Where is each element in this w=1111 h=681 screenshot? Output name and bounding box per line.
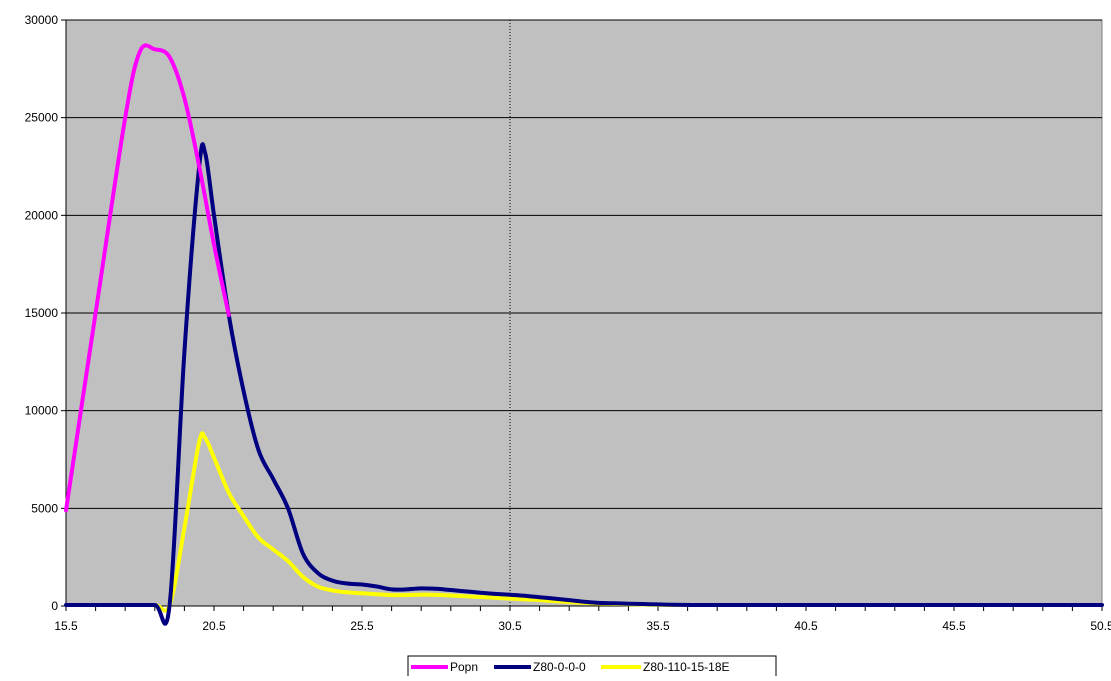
series-line-z80-0-0-0 <box>64 142 1104 626</box>
y-tick-label: 5000 <box>31 501 58 515</box>
y-tick-label: 0 <box>51 599 58 613</box>
legend-label-popn: Popn <box>450 660 478 674</box>
y-tick-label: 30000 <box>25 13 59 27</box>
x-tick-label: 15.5 <box>54 619 78 633</box>
legend-label-z80-0-0-0: Z80-0-0-0 <box>533 660 586 674</box>
legend: Popn Z80-0-0-0 Z80-110-15-18E <box>407 655 777 679</box>
x-tick-label: 20.5 <box>202 619 226 633</box>
x-tick-labels: 15.5 20.5 25.5 30.5 35.5 40.5 45.5 50.5 <box>54 606 1111 633</box>
legend-label-z80-110-15-18e: Z80-110-15-18E <box>643 660 730 674</box>
x-tick-label: 35.5 <box>646 619 670 633</box>
x-tick-label: 50.5 <box>1090 619 1111 633</box>
x-tick-label: 30.5 <box>498 619 522 633</box>
y-tick-label: 10000 <box>25 404 59 418</box>
x-tick-label: 25.5 <box>350 619 374 633</box>
x-tick-label: 45.5 <box>942 619 966 633</box>
x-tick-label: 40.5 <box>794 619 818 633</box>
y-tick-label: 25000 <box>25 111 59 125</box>
y-tick-labels: 0 5000 10000 15000 20000 25000 30000 <box>25 13 66 613</box>
y-tick-label: 15000 <box>25 306 59 320</box>
series-lines <box>64 43 1104 626</box>
series-line-popn <box>64 43 231 513</box>
y-tick-label: 20000 <box>25 208 59 222</box>
